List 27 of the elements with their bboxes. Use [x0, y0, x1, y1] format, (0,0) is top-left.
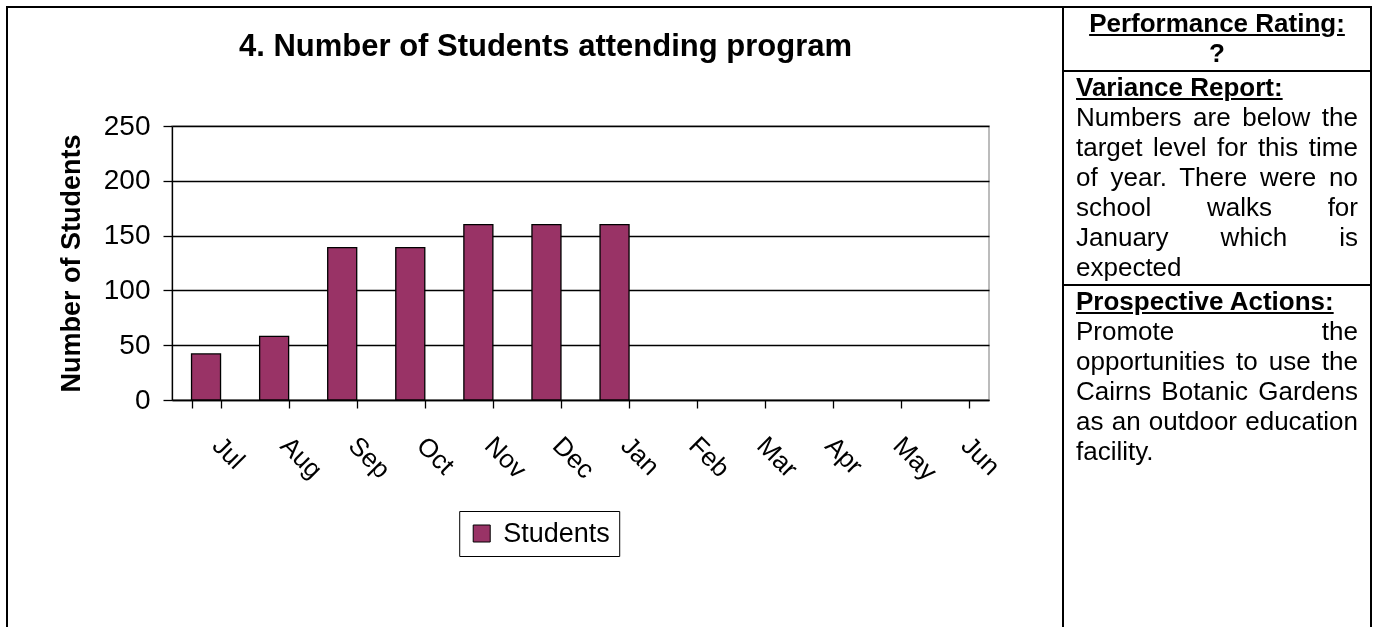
- text: Prospective Actions:: [1076, 286, 1335, 316]
- text: Numbers are below the target level for this time of year. There were no school walks for January which is expected: [1076, 102, 1358, 282]
- x-tick-label: Jul: [206, 430, 252, 475]
- x-tick-label: Feb: [683, 430, 737, 484]
- y-tick-label: 150: [103, 219, 151, 251]
- text: ?: [1208, 38, 1226, 68]
- x-tick-label: Sep: [342, 430, 397, 485]
- legend-label: Students: [503, 517, 610, 548]
- x-tick-label: Jan: [615, 430, 666, 482]
- x-tick-label: Mar: [751, 430, 805, 484]
- text: Performance Rating:: [1088, 8, 1346, 38]
- y-tick-label: 250: [103, 109, 151, 141]
- x-tick-label: Oct: [410, 430, 462, 481]
- y-tick-label: 50: [119, 328, 151, 360]
- x-tick-label: Aug: [274, 430, 329, 485]
- x-tick-label: Jun: [955, 430, 1007, 482]
- text: Promote the opportunities to use the Cairns Botanic Gardens as an outdoor education facility.: [1076, 316, 1358, 466]
- x-tick-label: Dec: [547, 430, 601, 485]
- y-tick-label: 0: [134, 383, 151, 415]
- x-tick-label: Nov: [478, 430, 533, 485]
- y-axis-title: Number of Students: [55, 134, 86, 393]
- chart-title: 4. Number of Students attending program: [238, 28, 853, 63]
- x-tick-label: May: [887, 430, 944, 487]
- y-tick-label: 100: [103, 273, 151, 305]
- x-tick-label: Apr: [819, 430, 870, 481]
- y-tick-label: 200: [103, 164, 151, 196]
- text: Variance Report:: [1076, 72, 1284, 102]
